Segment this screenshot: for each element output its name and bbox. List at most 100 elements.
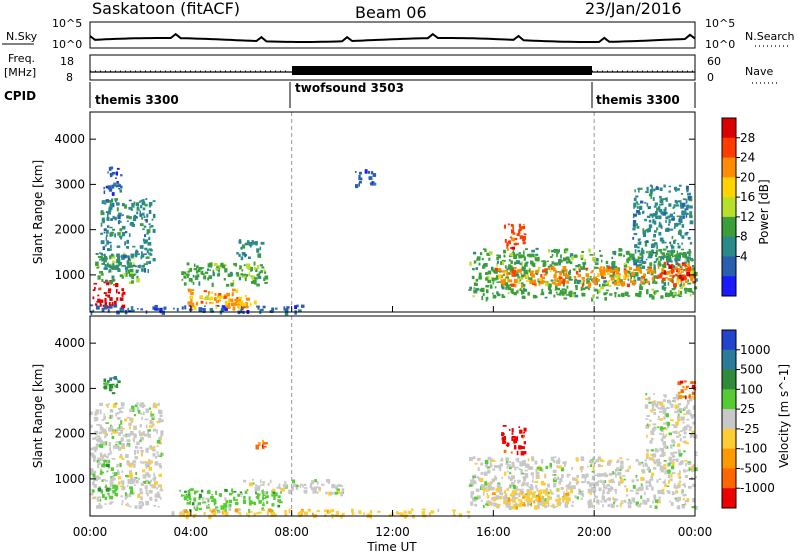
heatmap-cell (98, 431, 103, 435)
heatmap-cell (117, 426, 121, 431)
heatmap-cell (121, 214, 124, 217)
heatmap-cell (304, 511, 308, 516)
heatmap-cell (262, 497, 267, 499)
heatmap-cell (595, 481, 599, 487)
heatmap-cell (680, 416, 685, 421)
heatmap-cell (526, 280, 530, 282)
heatmap-cell (105, 487, 110, 492)
heatmap-cell (115, 428, 118, 432)
heatmap-cell (262, 305, 266, 309)
heatmap-cell (244, 490, 248, 494)
heatmap-cell (216, 273, 220, 277)
heatmap-cell (112, 228, 115, 231)
heatmap-cell (499, 463, 503, 467)
heatmap-cell (206, 506, 210, 509)
heatmap-cell (97, 275, 101, 280)
heatmap-cell (505, 457, 509, 462)
heatmap-cell (655, 212, 657, 218)
heatmap-cell (636, 205, 639, 209)
heatmap-cell (151, 460, 153, 464)
heatmap-cell (154, 461, 159, 466)
heatmap-cell (111, 476, 115, 480)
heatmap-cell (640, 502, 643, 505)
heatmap-cell (535, 496, 539, 501)
heatmap-cell (683, 460, 688, 462)
heatmap-cell (252, 241, 257, 245)
heatmap-cell (508, 486, 511, 489)
heatmap-cell (158, 410, 163, 415)
heatmap-cell (605, 260, 609, 264)
heatmap-cell (506, 466, 509, 469)
heatmap-cell (519, 462, 523, 467)
heatmap-cell (244, 242, 249, 246)
heatmap-cell (111, 198, 114, 203)
heatmap-cell (114, 216, 117, 221)
heatmap-cell (132, 273, 137, 276)
heatmap-cell (587, 465, 589, 468)
heatmap-cell (314, 479, 317, 483)
heatmap-cell (377, 510, 381, 513)
heatmap-cell (508, 506, 512, 511)
heatmap-cell (686, 257, 690, 262)
heatmap-cell (659, 465, 664, 470)
heatmap-cell (654, 505, 658, 509)
heatmap-cell (243, 273, 247, 277)
heatmap-cell (130, 418, 133, 424)
heatmap-cell (486, 252, 491, 256)
heatmap-cell (528, 486, 531, 489)
heatmap-cell (657, 274, 661, 279)
heatmap-cell (568, 291, 571, 296)
heatmap-cell (260, 241, 265, 245)
heatmap-cell (648, 468, 651, 473)
heatmap-cell (642, 464, 645, 468)
heatmap-cell (128, 494, 132, 497)
heatmap-cell (658, 231, 662, 236)
heatmap-cell (91, 489, 95, 493)
heatmap-cell (668, 265, 673, 269)
heatmap-cell (661, 451, 666, 455)
heatmap-cell (266, 510, 269, 516)
heatmap-cell (233, 263, 237, 266)
heatmap-cell (568, 271, 571, 276)
heatmap-cell (256, 494, 260, 499)
heatmap-cell (571, 504, 574, 507)
heatmap-cell (692, 267, 696, 271)
heatmap-cell (679, 200, 682, 203)
heatmap-cell (214, 297, 217, 301)
heatmap-cell (244, 277, 247, 280)
heatmap-cell (121, 293, 124, 297)
heatmap-cell (116, 463, 120, 466)
heatmap-cell (129, 408, 133, 413)
velocity-heatmap (90, 316, 698, 520)
heatmap-cell (541, 469, 544, 473)
colorbar-frame (721, 329, 737, 509)
heatmap-cell (689, 293, 692, 297)
heatmap-cell (209, 308, 214, 311)
heatmap-cell (121, 443, 125, 448)
heatmap-cell (467, 514, 471, 519)
heatmap-cell (669, 228, 674, 231)
heatmap-cell (660, 198, 663, 202)
heatmap-cell (603, 484, 606, 489)
heatmap-cell (584, 478, 587, 483)
heatmap-cell (284, 311, 289, 316)
heatmap-cell (302, 485, 304, 488)
heatmap-cell (108, 488, 112, 491)
heatmap-cell (186, 511, 190, 516)
colorbar-swatch (722, 197, 736, 218)
heatmap-cell (515, 242, 519, 245)
heatmap-cell (160, 452, 163, 456)
heatmap-cell (491, 478, 495, 482)
colorbar-tick-label: -100 (740, 442, 767, 456)
heatmap-cell (512, 232, 516, 235)
heatmap-cell (105, 255, 108, 259)
heatmap-cell (656, 210, 658, 215)
heatmap-cell (637, 293, 642, 298)
heatmap-cell (103, 305, 107, 310)
heatmap-cell (486, 483, 490, 486)
noise-tick-top-left: 10^5 (52, 17, 82, 30)
heatmap-cell (557, 476, 560, 481)
heatmap-cell (94, 430, 99, 434)
heatmap-cell (129, 262, 133, 266)
heatmap-cell (556, 293, 560, 296)
